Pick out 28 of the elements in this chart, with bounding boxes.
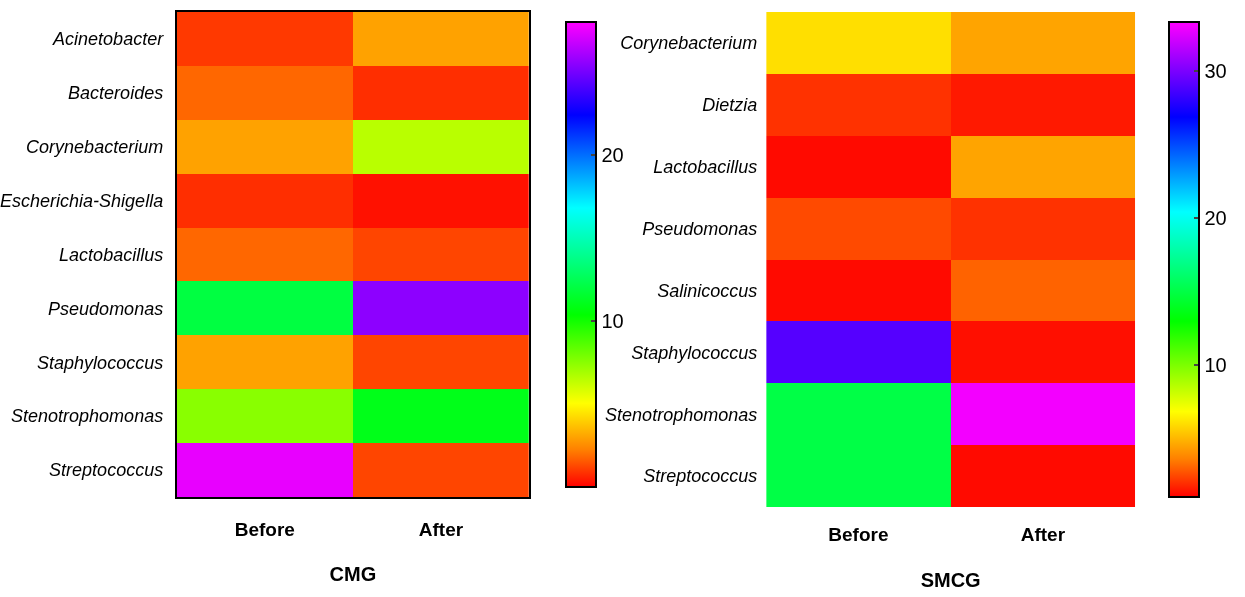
y-tick-label: Stenotrophomonas [11,406,164,427]
color-bar-label: 20 [1204,206,1227,229]
x-axis-title: SMCG [920,568,981,591]
y-tick-label: Salinicoccus [657,280,758,301]
y-tick-label: Corynebacterium [26,137,164,158]
color-bar-label: 10 [1204,353,1227,376]
y-tick-label: Streptococcus [49,460,164,481]
y-tick-label: Corynebacterium [620,33,758,54]
x-tick-label: Before [234,518,295,540]
y-tick-label: Escherichia-Shigella [0,190,164,211]
y-tick-label: Bacteroides [68,83,164,104]
y-tick-label: Streptococcus [643,466,758,487]
x-tick-label: Before [828,524,889,545]
y-tick-label: Stenotrophomonas [605,404,758,425]
y-tick-label: Dietzia [702,95,758,116]
y-tick-label: Pseudomonas [642,218,758,239]
color-bar-label: 20 [601,143,624,166]
x-axis-title: CMG [329,562,377,585]
y-tick-label: Lactobacillus [653,156,758,177]
y-tick-label: Lactobacillus [59,244,164,265]
color-bar-label: 30 [1204,59,1227,82]
y-tick-label: Pseudomonas [48,298,164,319]
y-tick-label: Acinetobacter [52,29,165,50]
color-bar-label: 10 [601,309,624,332]
x-tick-label: After [418,518,464,540]
y-tick-label: Staphylococcus [631,342,758,363]
y-tick-label: Staphylococcus [37,352,164,373]
x-tick-label: After [1020,524,1066,545]
